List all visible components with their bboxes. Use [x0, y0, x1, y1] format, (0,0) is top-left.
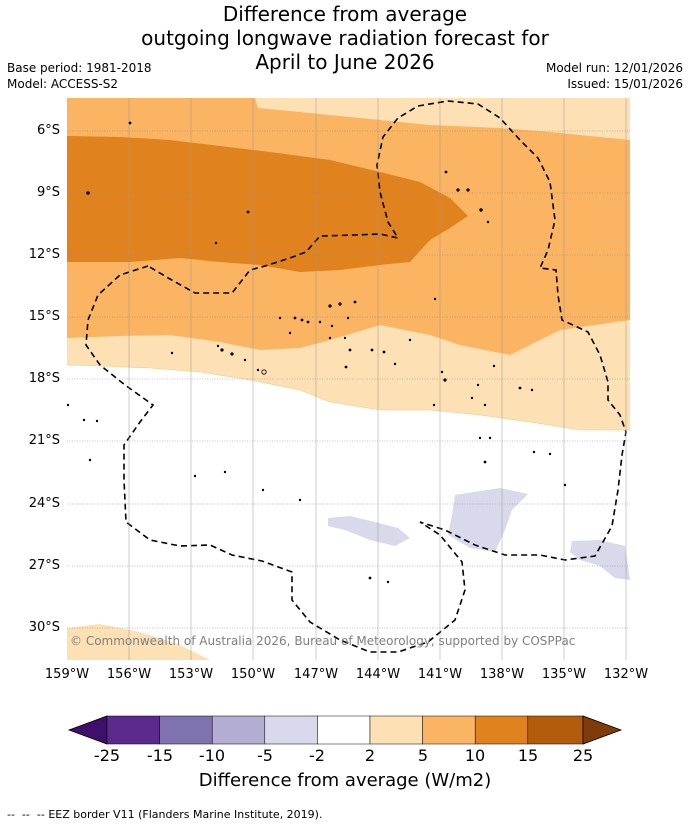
lat-label-15s: 15°S	[28, 309, 60, 324]
colorbar-label-1: -25	[93, 746, 121, 765]
colorbar-label-9: 15	[517, 746, 539, 765]
lon-label-156w: 156°W	[106, 667, 152, 682]
meta-right: Model run: 12/01/2026 Issued: 15/01/2026	[546, 60, 683, 92]
colorbar-label-4: -5	[257, 746, 273, 765]
lon-label-135w: 135°W	[541, 667, 587, 682]
lat-label-30s: 30°S	[28, 620, 60, 635]
colorbar-bin-6	[369, 715, 423, 745]
eez-legend: -- -- -- EEZ border V11 (Flanders Marine…	[7, 808, 322, 821]
eez-legend-dash-icon: -- -- --	[7, 808, 45, 821]
colorbar-bin-5	[317, 715, 371, 745]
anomaly-patch-negative-3	[570, 540, 630, 580]
lon-label-141w: 141°W	[417, 667, 463, 682]
title-line-2: outgoing longwave radiation forecast for	[141, 26, 549, 50]
lon-label-153w: 153°W	[168, 667, 214, 682]
title-line-1: Difference from average	[222, 2, 468, 26]
eez-border	[85, 100, 627, 653]
colorbar-bin-4	[264, 715, 318, 745]
islands	[67, 121, 567, 584]
lat-label-21s: 21°S	[28, 433, 60, 448]
lon-label-138w: 138°W	[479, 667, 525, 682]
lon-label-132w: 132°W	[603, 667, 649, 682]
lat-label-27s: 27°S	[28, 558, 60, 573]
colorbar-arrow-low	[67, 715, 108, 745]
colorbar-title: Difference from average (W/m2)	[198, 770, 492, 791]
colorbar-bin-2	[159, 715, 213, 745]
colorbar-bin-9	[527, 715, 584, 745]
issued-date: Issued: 15/01/2026	[567, 77, 683, 91]
lat-label-12s: 12°S	[28, 247, 60, 262]
colorbar-bin-8	[474, 715, 529, 745]
colorbar-label-3: -10	[198, 746, 226, 765]
colorbar-arrow-high	[582, 715, 623, 745]
anomaly-patch-negative-2	[328, 516, 410, 546]
meta-left: Base period: 1981-2018 Model: ACCESS-S2	[7, 60, 152, 92]
colorbar-label-10: 25	[572, 746, 594, 765]
title-line-3: April to June 2026	[255, 50, 435, 74]
colorbar-label-5: -2	[309, 746, 325, 765]
lon-label-144w: 144°W	[355, 667, 401, 682]
colorbar-bin-1	[106, 715, 160, 745]
colorbar-label-2: -15	[146, 746, 174, 765]
colorbar-label-8: 10	[464, 746, 486, 765]
lat-label-18s: 18°S	[28, 371, 60, 386]
lon-label-150w: 150°W	[230, 667, 276, 682]
eez-legend-text: EEZ border V11 (Flanders Marine Institut…	[48, 808, 323, 821]
lat-label-24s: 24°S	[28, 496, 60, 511]
lon-label-147w: 147°W	[293, 667, 339, 682]
copyright-notice: © Commonwealth of Australia 2026, Bureau…	[70, 634, 576, 648]
colorbar-label-7: 5	[417, 746, 429, 765]
meridians	[128, 98, 627, 660]
chart-title: Difference from average outgoing longwav…	[0, 2, 690, 74]
model-name: Model: ACCESS-S2	[7, 77, 119, 91]
lon-label-159w: 159°W	[44, 667, 90, 682]
model-run: Model run: 12/01/2026	[545, 61, 683, 75]
lat-label-6s: 6°S	[36, 123, 60, 138]
anomaly-band-10-15	[67, 136, 468, 272]
colorbar-label-6: 2	[364, 746, 376, 765]
contour-line-2	[67, 364, 630, 431]
lat-label-9s: 9°S	[36, 185, 60, 200]
colorbar-bin-3	[211, 715, 266, 745]
anomaly-patch-bottom-left	[67, 624, 210, 660]
base-period: Base period: 1981-2018	[7, 61, 152, 75]
colorbar-bin-7	[422, 715, 476, 745]
map-area	[67, 98, 630, 660]
